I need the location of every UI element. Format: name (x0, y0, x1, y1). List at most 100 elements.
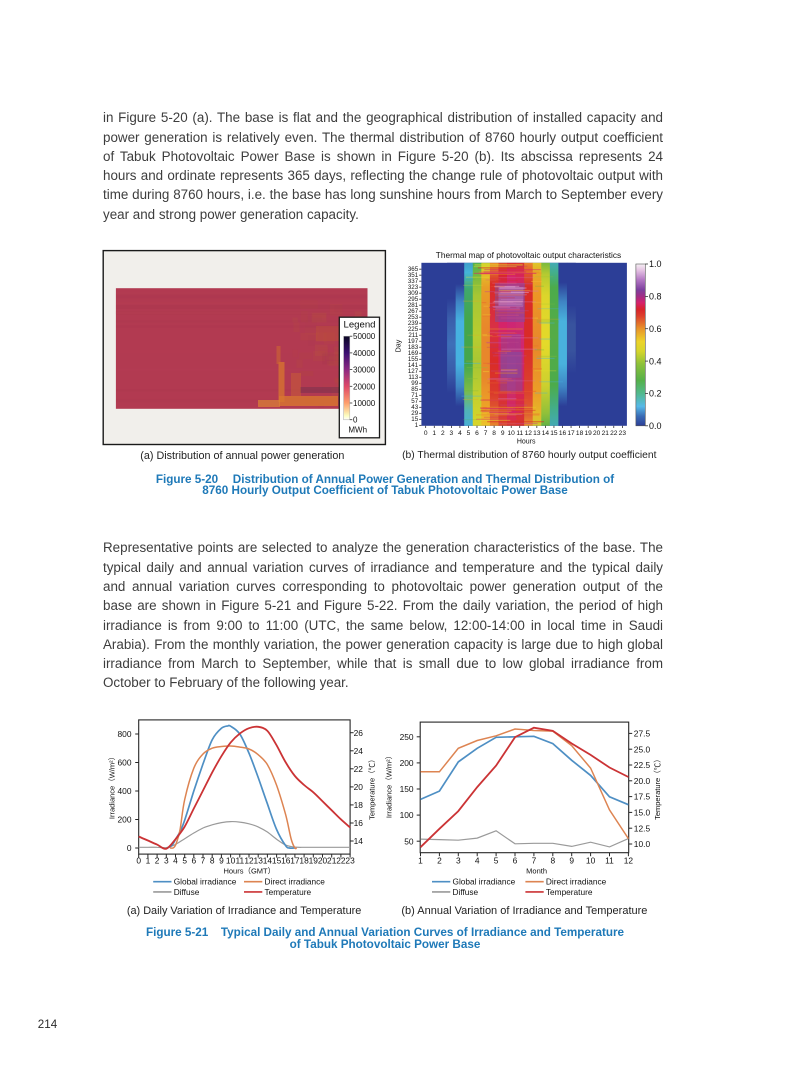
svg-text:141: 141 (408, 362, 419, 369)
svg-text:18: 18 (576, 430, 584, 437)
svg-text:600: 600 (118, 758, 132, 768)
svg-text:295: 295 (408, 296, 419, 303)
svg-text:0.8: 0.8 (649, 292, 662, 302)
svg-text:323: 323 (408, 284, 419, 291)
svg-text:1: 1 (146, 855, 151, 865)
svg-text:71: 71 (411, 392, 418, 399)
svg-text:155: 155 (408, 356, 419, 363)
svg-text:16: 16 (559, 430, 567, 437)
svg-text:24: 24 (354, 746, 364, 756)
svg-text:150: 150 (400, 784, 414, 794)
svg-text:5: 5 (182, 855, 187, 865)
svg-text:8: 8 (550, 855, 555, 865)
svg-text:9: 9 (569, 855, 574, 865)
svg-text:17: 17 (290, 855, 300, 865)
svg-text:12: 12 (525, 430, 533, 437)
svg-text:13: 13 (533, 430, 541, 437)
svg-text:Diffuse: Diffuse (174, 887, 200, 897)
svg-text:3: 3 (164, 855, 169, 865)
svg-text:22: 22 (336, 855, 346, 865)
svg-text:6: 6 (513, 855, 518, 865)
svg-text:183: 183 (408, 344, 419, 351)
svg-text:239: 239 (408, 320, 419, 327)
svg-text:0: 0 (127, 843, 132, 853)
svg-text:2: 2 (441, 430, 445, 437)
svg-text:21: 21 (602, 430, 610, 437)
svg-text:15: 15 (550, 430, 558, 437)
svg-text:0.6: 0.6 (649, 324, 662, 334)
svg-text:337: 337 (408, 278, 419, 285)
svg-text:85: 85 (411, 386, 418, 393)
svg-text:309: 309 (408, 290, 419, 297)
svg-text:250: 250 (400, 732, 414, 742)
svg-text:7: 7 (484, 430, 488, 437)
svg-text:5: 5 (494, 855, 499, 865)
svg-text:1: 1 (432, 430, 436, 437)
svg-text:6: 6 (191, 855, 196, 865)
svg-text:225: 225 (408, 326, 419, 333)
svg-text:Global irradiance: Global irradiance (453, 877, 516, 887)
svg-text:0: 0 (136, 855, 141, 865)
svg-text:253: 253 (408, 314, 419, 321)
svg-text:Irradiance（W/m²）: Irradiance（W/m²） (384, 752, 393, 818)
svg-text:12: 12 (624, 855, 634, 865)
svg-text:351: 351 (408, 272, 419, 279)
svg-text:Diffuse: Diffuse (453, 887, 479, 897)
svg-text:14: 14 (263, 855, 273, 865)
svg-text:11: 11 (235, 855, 244, 865)
svg-text:3: 3 (450, 430, 454, 437)
svg-text:43: 43 (411, 404, 418, 411)
svg-text:Temperature: Temperature (546, 887, 593, 897)
svg-text:14: 14 (542, 430, 550, 437)
svg-text:127: 127 (408, 368, 419, 375)
svg-text:18: 18 (299, 855, 309, 865)
svg-text:15: 15 (411, 416, 418, 423)
svg-text:19: 19 (309, 855, 319, 865)
svg-text:16: 16 (354, 818, 364, 828)
svg-text:Day: Day (393, 339, 402, 352)
svg-text:13: 13 (254, 855, 264, 865)
svg-text:0: 0 (353, 416, 358, 425)
svg-text:Direct irradiance: Direct irradiance (265, 877, 326, 887)
svg-text:Legend: Legend (344, 320, 376, 331)
svg-text:Direct irradiance: Direct irradiance (546, 877, 607, 887)
svg-text:23: 23 (619, 430, 627, 437)
svg-text:15: 15 (272, 855, 282, 865)
svg-text:57: 57 (411, 398, 418, 405)
svg-text:1.0: 1.0 (649, 259, 662, 269)
svg-text:113: 113 (408, 374, 418, 381)
svg-text:22: 22 (354, 764, 364, 774)
svg-text:Temperature（℃）: Temperature（℃） (653, 755, 662, 820)
svg-text:27.5: 27.5 (634, 729, 651, 739)
svg-text:8: 8 (210, 855, 215, 865)
svg-text:40000: 40000 (353, 349, 376, 358)
svg-text:267: 267 (408, 308, 419, 315)
svg-text:4: 4 (173, 855, 178, 865)
svg-text:19: 19 (584, 430, 592, 437)
svg-text:11: 11 (605, 855, 614, 865)
svg-text:20000: 20000 (353, 382, 376, 391)
svg-text:22: 22 (610, 430, 618, 437)
svg-text:MWh: MWh (348, 426, 367, 435)
svg-text:10: 10 (508, 430, 516, 437)
svg-text:10: 10 (226, 855, 236, 865)
svg-text:21: 21 (327, 855, 337, 865)
svg-text:16: 16 (281, 855, 291, 865)
svg-text:20: 20 (593, 430, 601, 437)
svg-text:14: 14 (354, 836, 364, 846)
svg-text:Temperature: Temperature (265, 887, 312, 897)
svg-text:200: 200 (400, 758, 414, 768)
svg-text:12.5: 12.5 (634, 823, 651, 833)
svg-text:0.0: 0.0 (649, 421, 662, 431)
svg-text:Temperature（℃）: Temperature（℃） (368, 755, 377, 820)
svg-text:7: 7 (532, 855, 537, 865)
svg-text:50: 50 (404, 836, 414, 846)
svg-text:7: 7 (201, 855, 206, 865)
svg-text:211: 211 (408, 332, 418, 339)
svg-text:Thermal map of photovoltaic ou: Thermal map of photovoltaic output chara… (436, 250, 621, 260)
svg-text:5: 5 (467, 430, 471, 437)
svg-text:3: 3 (456, 855, 461, 865)
svg-text:17.5: 17.5 (634, 792, 651, 802)
svg-text:197: 197 (408, 338, 419, 345)
svg-text:4: 4 (458, 430, 462, 437)
